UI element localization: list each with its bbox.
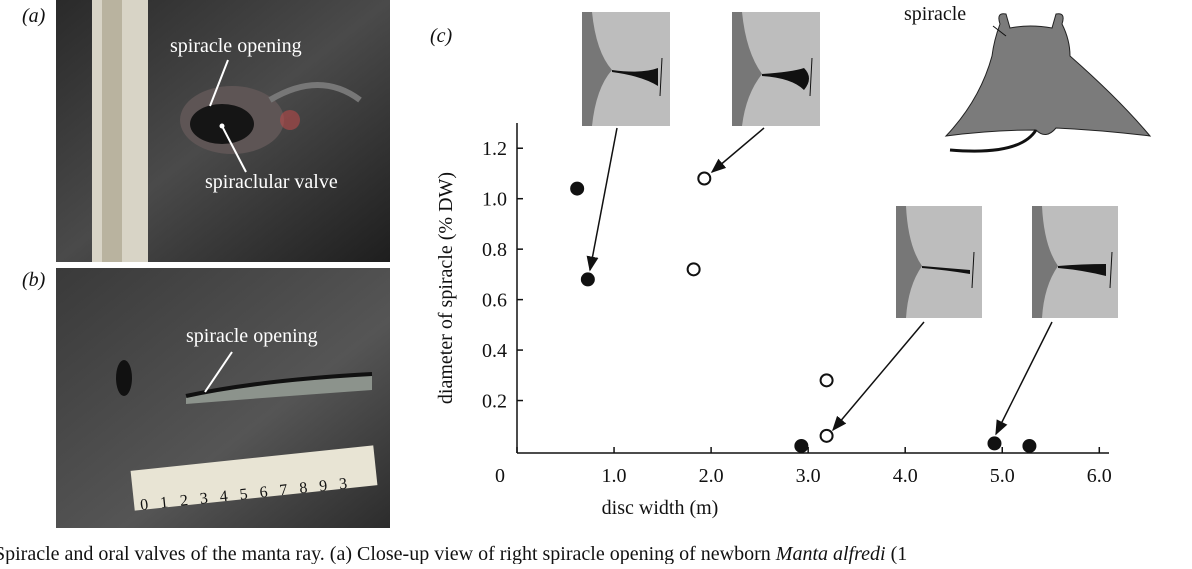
x-axis-label: disc width (m): [602, 497, 719, 519]
y-tick-label: 0.8: [482, 239, 507, 261]
x-tick-label: 6.0: [1087, 465, 1112, 487]
caption-tail: (1: [891, 543, 908, 564]
point: [987, 436, 1002, 451]
photo-a: [56, 0, 390, 262]
point: [686, 262, 701, 277]
x-tick-label: 0: [495, 465, 505, 487]
panel-label: (b): [22, 269, 46, 291]
x-tick-label: 4.0: [893, 465, 918, 487]
photo-b: [56, 268, 390, 528]
annotation: spiraclular valve: [205, 171, 338, 193]
annotation: spiracle opening: [170, 35, 302, 57]
point: [1022, 438, 1037, 453]
y-tick-label: 0.6: [482, 290, 507, 312]
caption: Spiracle and oral valves of the manta ra…: [0, 543, 907, 564]
x-tick-label: 5.0: [990, 465, 1015, 487]
panel-label: (c): [430, 25, 453, 47]
point: [819, 428, 834, 443]
annotation: spiracle: [904, 3, 966, 25]
caption-species: Manta alfredi: [775, 543, 886, 564]
inset-drawings: [582, 12, 1152, 436]
panel-label: (a): [22, 5, 46, 27]
annotation: spiracle opening: [186, 325, 318, 347]
point: [580, 272, 595, 287]
y-tick-label: 0.2: [482, 391, 507, 413]
y-tick-label: 1.2: [482, 138, 507, 160]
y-tick-label: 1.0: [482, 189, 507, 211]
point: [570, 181, 585, 196]
point: [794, 438, 809, 453]
y-axis-label: diameter of spiracle (% DW): [435, 172, 457, 404]
point: [697, 171, 712, 186]
y-tick-label: 0.4: [482, 340, 507, 362]
x-tick-label: 3.0: [796, 465, 821, 487]
caption-text: Spiracle and oral valves of the manta ra…: [0, 543, 771, 564]
x-tick-label: 1.0: [602, 465, 627, 487]
point: [819, 373, 834, 388]
x-tick-label: 2.0: [699, 465, 724, 487]
